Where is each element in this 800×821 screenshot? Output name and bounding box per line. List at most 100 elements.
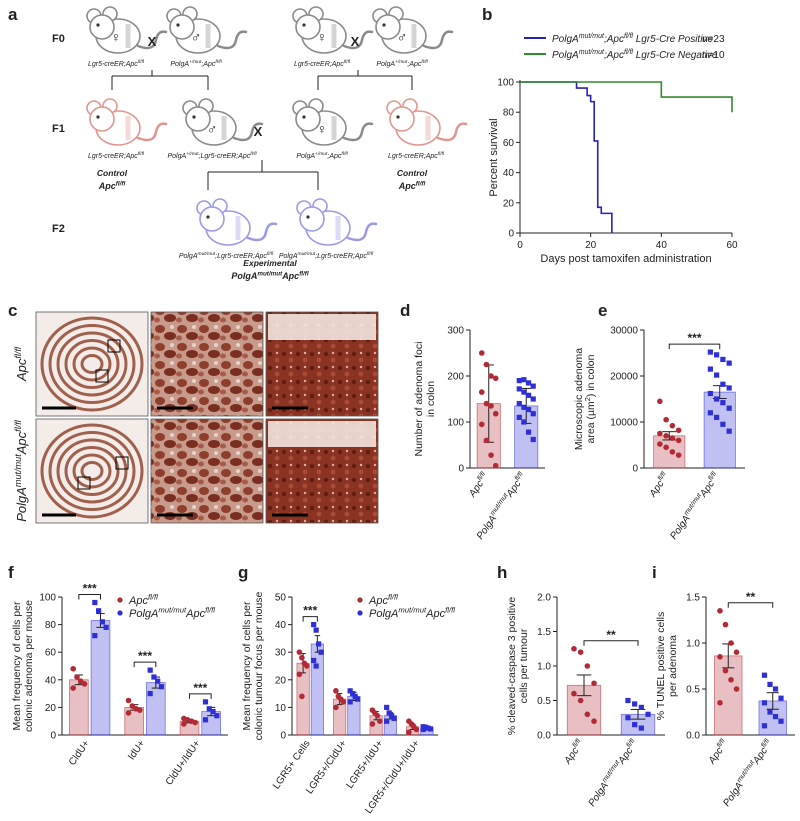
data-point <box>714 414 720 420</box>
y-tick-label: 30000 <box>610 326 638 337</box>
data-point <box>420 726 426 733</box>
text-run: PolgA <box>14 487 29 522</box>
bar <box>146 682 166 736</box>
legend-label: Apcfl/fl <box>368 593 398 607</box>
sex-symbol: ♂ <box>397 29 408 45</box>
mouse-genotype: PolgAmut/mut;Lgr5-creER;Apcfl/fl <box>179 251 274 260</box>
data-point <box>81 681 88 687</box>
data-point <box>488 403 494 409</box>
mouse-eye <box>306 215 310 219</box>
data-point <box>347 699 353 705</box>
superscript: fl/fl <box>624 49 633 56</box>
legend-label: PolgAmut/mut;Apcfl/fl Lgr5-Cre Negative <box>552 49 718 61</box>
data-point <box>181 721 187 727</box>
text-run: PolgA <box>129 608 158 620</box>
superscript: mut/mut <box>257 270 283 277</box>
data-point <box>767 709 773 715</box>
mouse-tail <box>216 30 248 50</box>
data-point <box>488 373 494 379</box>
superscript: +/mut <box>186 151 199 157</box>
data-point <box>296 649 303 655</box>
data-point <box>778 695 784 701</box>
data-point <box>299 654 305 661</box>
data-point <box>720 356 726 363</box>
legend-label: PolgAmut/mut;Apcfl/fl Lgr5-Cre Positive <box>552 33 713 45</box>
data-point <box>340 699 347 705</box>
sex-symbol: ♀ <box>111 29 122 45</box>
mouse-genotype: Lgr5-creER;Apcfl/fl <box>88 59 145 68</box>
histology-image <box>35 418 149 524</box>
mouse-tail <box>346 222 378 242</box>
text-run: ;Lgr5-creER;Apc <box>199 153 251 160</box>
mouse-head <box>89 14 115 40</box>
text-run: ;Apc <box>604 34 624 45</box>
panel-letter: e <box>598 301 607 320</box>
mouse-head <box>389 106 415 132</box>
data-point <box>92 599 98 606</box>
superscript: fl/fl <box>138 151 145 157</box>
data-point <box>304 663 310 669</box>
text-run: PolgA <box>296 153 315 160</box>
superscript: mut/mut <box>398 606 427 615</box>
data-point <box>313 627 319 633</box>
superscript: fl/fl <box>438 151 445 157</box>
significance-bracket <box>78 594 101 600</box>
x-tick-label: IdU+ <box>126 738 147 762</box>
data-point <box>147 667 153 673</box>
text-run: Apc <box>14 431 29 455</box>
histology-image <box>150 418 264 524</box>
data-point <box>352 693 358 699</box>
data-point <box>103 624 109 630</box>
y-tick-label: 1.5 <box>686 593 700 604</box>
group-title: Experimental <box>243 258 297 268</box>
data-point <box>669 449 676 455</box>
y-tick-label: 1.5 <box>537 627 551 638</box>
data-point <box>125 710 132 716</box>
data-point <box>391 715 397 722</box>
panel-letter: f <box>8 563 14 582</box>
mouse-icon <box>372 6 454 54</box>
data-point <box>151 674 157 680</box>
text-run: ;Apc <box>327 153 342 160</box>
y-tick-label: 60 <box>503 138 515 149</box>
text-run: Lgr5-creER;Apc <box>294 61 344 68</box>
text-run: Apc <box>281 271 299 281</box>
mouse-eye <box>302 115 306 119</box>
data-point <box>384 704 390 710</box>
data-point <box>645 711 651 717</box>
significance-bracket <box>302 616 318 622</box>
y-axis-title: area (µm2) in colon <box>583 354 597 443</box>
data-point <box>483 400 490 407</box>
text-run: Apc <box>647 479 666 500</box>
data-point <box>591 718 597 724</box>
significance-label: ** <box>606 628 616 642</box>
colon-roll-ring <box>40 423 144 519</box>
text-run: ;Lgr5-creER;Apc <box>215 253 267 260</box>
data-point <box>483 361 490 368</box>
y-tick-label: 50 <box>275 593 287 604</box>
survival-curve <box>520 81 733 113</box>
y-tick-label: 0 <box>50 731 56 742</box>
y-tick-label: 30 <box>275 648 287 659</box>
mouse-eye <box>396 115 400 119</box>
superscript: fl/fl <box>13 346 23 359</box>
colon-roll-ring <box>80 461 104 481</box>
text-run: ;Apc <box>407 61 422 68</box>
text-run: Apc <box>467 479 486 500</box>
significance-bracket <box>668 343 721 350</box>
superscript: fl/fl <box>476 470 487 482</box>
group-title: Control <box>397 168 428 178</box>
superscript: fl/fl <box>707 470 718 482</box>
mouse-icon <box>86 98 168 146</box>
group-genotype: PolgAmut/mutApcfl/fl <box>231 270 309 281</box>
data-point <box>311 622 317 628</box>
text-run: PolgA <box>376 61 395 68</box>
data-point <box>92 633 98 639</box>
y-axis-title: colonic adenoma per mouse <box>23 600 35 732</box>
data-point <box>728 640 734 646</box>
text-run: Lgr5-creER;Apc <box>88 61 138 68</box>
data-point <box>214 713 220 719</box>
error-bar <box>766 692 779 710</box>
text-run: ;Apc <box>201 61 216 68</box>
mouse-eye <box>302 23 306 27</box>
